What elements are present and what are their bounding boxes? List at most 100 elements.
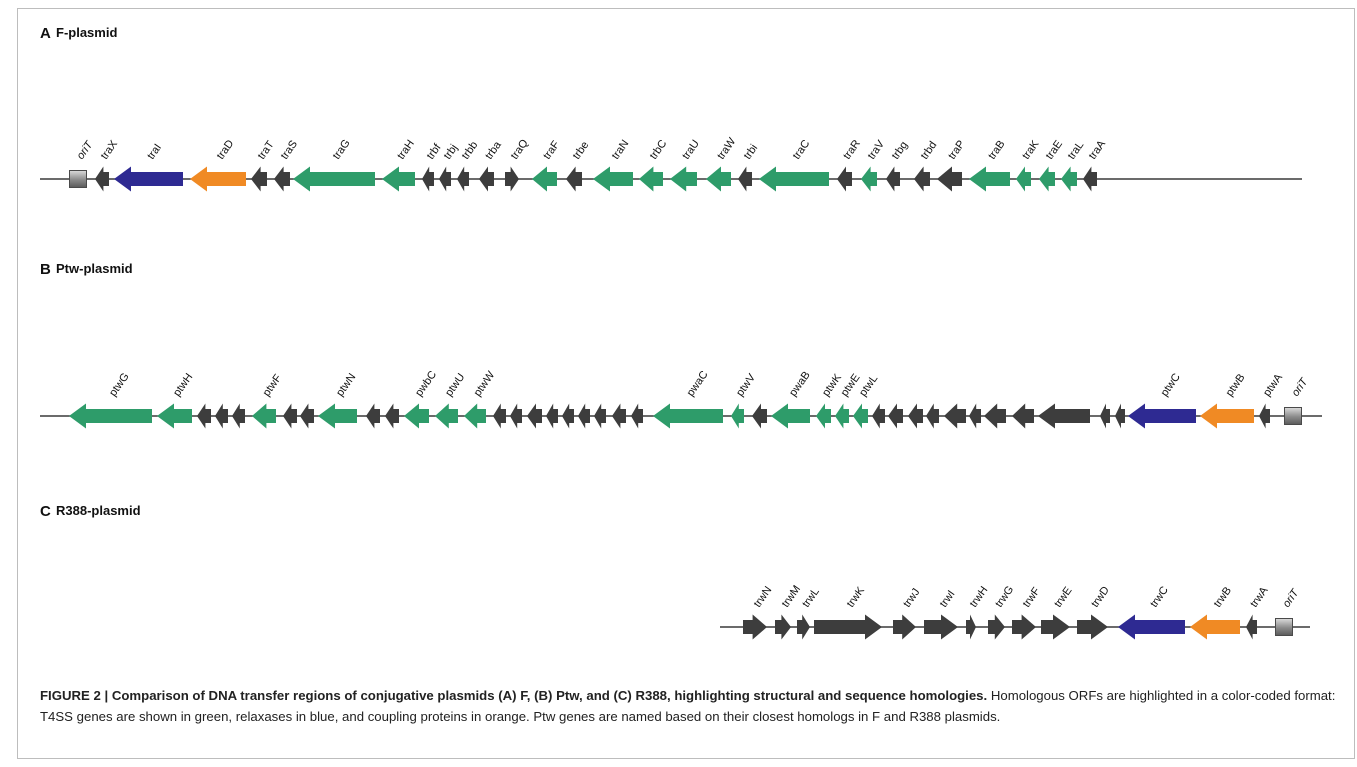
gene-arrow-trwj bbox=[893, 614, 916, 640]
gene-arrow-traa bbox=[1083, 166, 1097, 192]
gene-arrow-ptww bbox=[464, 403, 486, 429]
gene-arrow-trbg bbox=[886, 166, 900, 192]
gene-label-orit: oriT bbox=[75, 138, 96, 161]
panel-b-letter: B bbox=[40, 261, 51, 278]
gene-label-trbd: trbd bbox=[919, 139, 940, 161]
orit-site-marker bbox=[1284, 407, 1302, 425]
gene-arrow-ptwv bbox=[731, 403, 744, 429]
gene-label-trbf: trbf bbox=[425, 141, 444, 162]
gene-label-trai: traI bbox=[145, 142, 164, 162]
gene-label-trar: traR bbox=[841, 138, 863, 162]
gene-arrow-trwm bbox=[775, 614, 791, 640]
gene-label-ptwv: ptwV bbox=[734, 371, 758, 398]
gene-arrow-ptwe bbox=[835, 403, 849, 429]
gene-label-trah: traH bbox=[395, 138, 417, 162]
gene-label-traa: traA bbox=[1087, 138, 1109, 162]
gene-label-trwm: trwM bbox=[780, 583, 803, 609]
gene-label-trwi: trwI bbox=[938, 588, 958, 609]
gene-label-tran: traN bbox=[610, 138, 632, 162]
gene-label-trwe: trwE bbox=[1052, 585, 1074, 610]
gene-arrow-trbd bbox=[914, 166, 930, 192]
gene-label-trwa: trwA bbox=[1248, 584, 1271, 609]
gene-label-trad: traD bbox=[215, 138, 237, 162]
gene-arrow-pwac bbox=[653, 403, 723, 429]
gene-arrow-trag bbox=[293, 166, 375, 192]
gene-arrow-trar bbox=[837, 166, 852, 192]
gene-label-ptwn: ptwN bbox=[334, 371, 358, 398]
gene-arrow-orf-36 bbox=[969, 403, 981, 429]
panel-b-title: Ptw-plasmid bbox=[56, 261, 133, 276]
figure-frame bbox=[17, 8, 1355, 759]
gene-label-trbj: trbj bbox=[442, 142, 461, 161]
gene-arrow-trwe bbox=[1041, 614, 1070, 640]
gene-arrow-orf-22 bbox=[612, 403, 626, 429]
gene-label-pwbc: pwbC bbox=[413, 369, 439, 399]
gene-arrow-ptwf bbox=[252, 403, 276, 429]
gene-arrow-trwd bbox=[1077, 614, 1108, 640]
gene-label-ptwk: ptwK bbox=[820, 371, 844, 398]
plasmid-gene-maps: A F-plasmid oriT traX traI traD traT traS traG… bbox=[40, 25, 1322, 640]
gene-label-pwac: pwaC bbox=[685, 369, 711, 399]
gene-label-trbe: trbe bbox=[571, 139, 592, 161]
gene-label-trwf: trwF bbox=[1021, 585, 1043, 610]
gene-arrow-trav bbox=[861, 166, 877, 192]
gene-arrow-ptwb bbox=[1200, 403, 1254, 429]
gene-arrow-trwk bbox=[814, 614, 882, 640]
gene-arrow-orf-11 bbox=[385, 403, 399, 429]
gene-arrow-orf-35 bbox=[944, 403, 966, 429]
caption-text: Homologous ORFs are highlighted in a col… bbox=[40, 688, 1336, 724]
gene-arrow-trwg bbox=[988, 614, 1005, 640]
gene-label-ptwl: ptwL bbox=[857, 373, 880, 399]
panel-c-title: R388-plasmid bbox=[56, 503, 141, 518]
gene-label-ptww: ptwW bbox=[472, 369, 498, 399]
gene-arrow-trah bbox=[382, 166, 415, 192]
gene-label-ptwg: ptwG bbox=[107, 371, 132, 399]
gene-arrow-pwbc bbox=[404, 403, 429, 429]
gene-arrow-ptwa bbox=[1259, 403, 1270, 429]
gene-arrow-pwab bbox=[771, 403, 810, 429]
gene-arrow-orf-15 bbox=[493, 403, 506, 429]
gene-label-trac: traC bbox=[791, 138, 813, 162]
panel-a-genes: oriT traX traI traD traT traS traG traH trbftrbj… bbox=[69, 135, 1109, 192]
gene-label-trwb: trwB bbox=[1212, 585, 1234, 610]
gene-label-trwk: trwK bbox=[845, 584, 868, 609]
orit-site-marker bbox=[1275, 618, 1293, 636]
panel-a-letter: A bbox=[40, 25, 51, 42]
gene-arrow-orf-18 bbox=[546, 403, 558, 429]
gene-arrow-orf-32 bbox=[888, 403, 903, 429]
gene-label-trap: traP bbox=[946, 138, 967, 161]
gene-arrow-ptwl bbox=[853, 403, 868, 429]
gene-label-trat: traT bbox=[256, 139, 277, 162]
gene-arrow-tran bbox=[593, 166, 633, 192]
gene-arrow-trat bbox=[251, 166, 267, 192]
gene-arrow-trac bbox=[759, 166, 829, 192]
gene-label-ptwc: ptwC bbox=[1159, 371, 1183, 398]
gene-arrow-orf-41 bbox=[1115, 403, 1125, 429]
gene-arrow-trbf bbox=[422, 166, 434, 192]
gene-arrow-orf-3 bbox=[197, 403, 211, 429]
gene-label-trbc: trbC bbox=[648, 138, 670, 162]
panel-c-letter: C bbox=[40, 503, 51, 520]
gene-arrow-trbc bbox=[639, 166, 663, 192]
gene-arrow-trab bbox=[969, 166, 1010, 192]
gene-arrow-trwl bbox=[797, 614, 810, 640]
gene-arrow-orf-23 bbox=[631, 403, 643, 429]
panel-a-title: F-plasmid bbox=[56, 25, 117, 40]
gene-label-trbi: trbi bbox=[742, 142, 761, 161]
gene-label-ptwb: ptwB bbox=[1224, 372, 1248, 399]
gene-arrow-orf-4 bbox=[215, 403, 228, 429]
gene-arrow-ptwk bbox=[816, 403, 831, 429]
gene-label-trav: traV bbox=[866, 138, 888, 162]
gene-arrow-tras bbox=[274, 166, 290, 192]
gene-label-trak: traK bbox=[1020, 138, 1042, 162]
gene-label-trab: traB bbox=[986, 138, 1007, 161]
caption-bold: FIGURE 2 | Comparison of DNA transfer re… bbox=[40, 688, 988, 703]
gene-arrow-trak bbox=[1016, 166, 1031, 192]
gene-arrow-trwh bbox=[966, 614, 976, 640]
gene-arrow-orf-20 bbox=[578, 403, 590, 429]
gene-arrow-orf-33 bbox=[908, 403, 923, 429]
gene-arrow-trad bbox=[190, 166, 246, 192]
gene-arrow-orf-5 bbox=[232, 403, 245, 429]
